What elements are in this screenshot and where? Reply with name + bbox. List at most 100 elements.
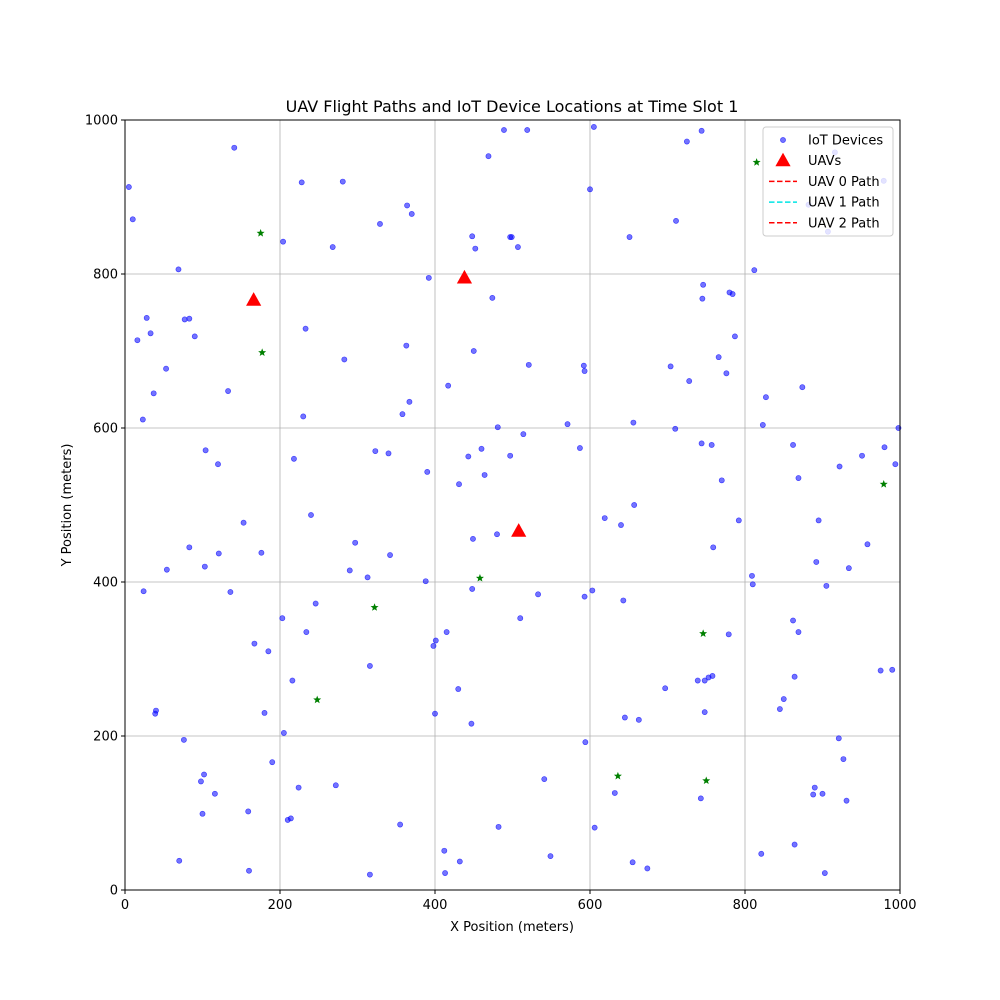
legend-label: UAV 0 Path — [808, 175, 880, 190]
iot-device-point — [494, 424, 501, 431]
iot-device-point — [710, 544, 717, 551]
iot-device-point — [517, 615, 524, 622]
iot-device-point — [626, 234, 633, 240]
iot-device-point — [280, 730, 287, 736]
iot-device-point — [251, 640, 258, 647]
legend: IoT Devices UAVs UAV 0 Path UAV 1 Path UAV 2… — [762, 126, 894, 237]
iot-device-point — [147, 330, 154, 337]
iot-device-point — [791, 673, 798, 680]
iot-device-point — [489, 294, 496, 301]
iot-device-point — [346, 567, 353, 574]
iot-device-point — [291, 455, 297, 462]
iot-device-point — [312, 600, 319, 607]
iot-device-point — [587, 186, 593, 193]
iot-device-point — [507, 452, 514, 459]
iot-device-point — [535, 591, 541, 598]
y-tick-label: 0 — [110, 884, 118, 899]
iot-device-point — [725, 631, 732, 638]
iot-device-point — [199, 810, 206, 817]
iot-device-point — [215, 461, 221, 468]
iot-device-point — [763, 394, 769, 401]
iot-device-point — [399, 411, 406, 418]
iot-device-point — [590, 124, 597, 130]
iot-device-point — [478, 445, 485, 452]
iot-device-point — [280, 238, 286, 245]
iot-device-point — [672, 425, 679, 432]
iot-device-point — [715, 354, 722, 361]
iot-device-point — [441, 847, 448, 854]
iot-device-point — [673, 217, 679, 224]
iot-device-point — [686, 378, 693, 384]
iot-device-point — [227, 589, 234, 595]
iot-device-point — [150, 390, 157, 397]
x-tick-label: 200 — [268, 898, 293, 913]
iot-device-point — [758, 850, 765, 857]
iot-device-point — [134, 337, 141, 344]
hovering-point — [313, 695, 322, 704]
iot-device-point — [791, 841, 798, 848]
iot-device-point — [231, 144, 238, 151]
iot-device-point — [580, 362, 587, 369]
iot-device-point — [287, 815, 294, 822]
iot-device-point — [881, 444, 888, 451]
iot-device-point — [387, 552, 393, 558]
iot-device-point — [701, 709, 708, 716]
iot-device-point — [589, 587, 596, 594]
iot-device-point — [456, 481, 462, 488]
iot-device-point — [577, 445, 583, 451]
iot-device-point — [823, 582, 830, 589]
iot-device-point — [520, 431, 527, 438]
iot-device-point — [424, 468, 431, 475]
iot-device-point — [620, 597, 627, 604]
iot-device-point — [246, 867, 252, 874]
y-tick-label: 1000 — [85, 114, 118, 129]
iot-device-point — [385, 450, 392, 457]
legend-label: UAV 1 Path — [808, 196, 880, 211]
iot-device-point — [631, 502, 638, 508]
legend-label: IoT Devices — [808, 134, 883, 149]
iot-device-point — [708, 442, 715, 448]
uav-marker — [511, 523, 527, 537]
iot-device-point — [810, 791, 817, 798]
iot-device-point — [352, 539, 359, 546]
plot-frame — [124, 119, 901, 891]
iot-device-point — [749, 572, 755, 579]
iot-device-point — [541, 776, 548, 783]
iot-device-point — [140, 588, 147, 595]
iot-device-point — [364, 574, 371, 581]
iot-device-point — [836, 463, 843, 470]
iot-device-point — [815, 517, 822, 524]
iot-device-point — [470, 348, 477, 354]
iot-device-point — [795, 629, 802, 635]
iot-device-point — [265, 648, 272, 655]
iot-device-point — [279, 615, 286, 622]
iot-device-point — [843, 797, 850, 804]
hovering-point — [699, 629, 708, 637]
uav-marker — [456, 269, 473, 284]
ticks: 0 200 400 600 800 1000 0 200 400 600 800 1000 — [85, 114, 917, 914]
iot-device-point — [215, 550, 222, 557]
iot-device-point — [308, 512, 314, 518]
iot-device-point — [445, 382, 452, 389]
iot-device-point — [699, 295, 706, 302]
iot-device-point — [700, 281, 707, 288]
iot-device-point — [303, 629, 310, 635]
iot-device-point — [176, 857, 183, 864]
iot-device-point — [790, 617, 796, 624]
iot-device-point — [644, 865, 651, 872]
iot-device-point — [729, 291, 736, 297]
hovering-point — [475, 573, 484, 582]
y-tick-label: 200 — [93, 730, 118, 745]
iot-device-point — [694, 677, 701, 684]
iot-device-point — [698, 440, 705, 447]
iot-device-point — [456, 858, 463, 865]
iot-device-point — [425, 274, 432, 281]
iot-device-point — [683, 138, 690, 145]
iot-device-point — [485, 153, 492, 160]
iot-device-point — [408, 211, 415, 217]
iot-device-point — [366, 871, 373, 878]
iot-device-point — [258, 549, 265, 556]
iot-device-point — [201, 563, 208, 570]
iot-device-point — [472, 245, 479, 252]
